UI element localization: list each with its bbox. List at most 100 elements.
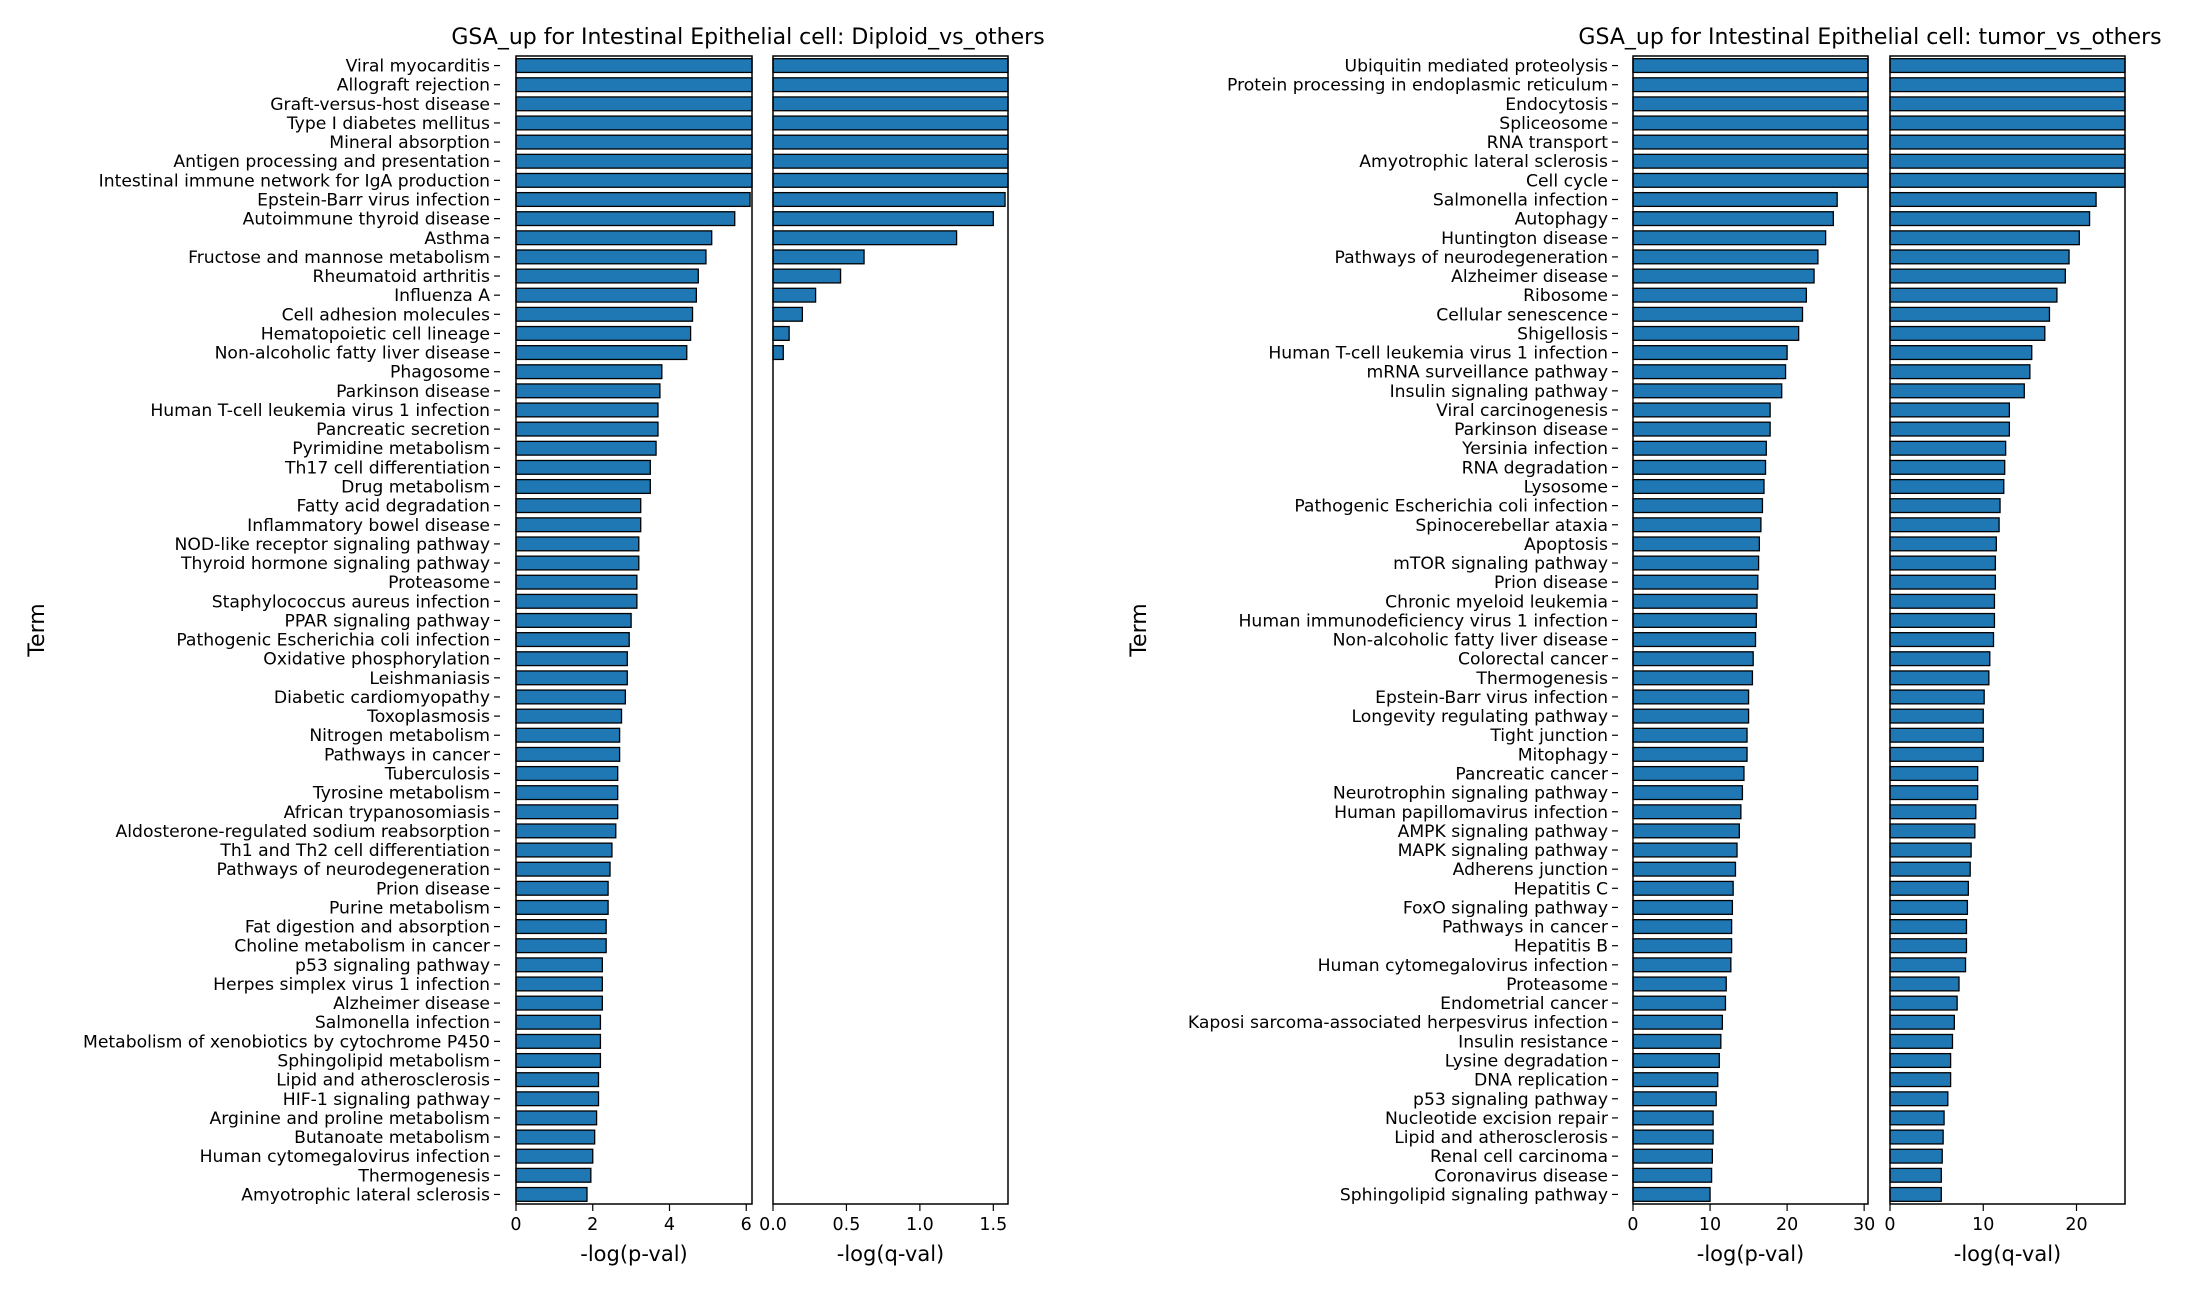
category-label: Mitophagy <box>1518 745 1608 765</box>
bar <box>515 689 627 705</box>
category-label: Human immunodeficiency virus 1 infection <box>1239 611 1609 631</box>
bar <box>772 249 865 265</box>
bar <box>772 153 1009 169</box>
category-label: Pathogenic Escherichia coli infection <box>1294 497 1608 517</box>
bar <box>1889 1129 1944 1145</box>
category-label: Nitrogen metabolism <box>309 726 490 746</box>
panel-qval: 0.0 0.5 1.0 1.5 -log(q-val) <box>759 55 1009 1266</box>
bar <box>515 383 661 399</box>
bar <box>1889 555 1997 571</box>
bar <box>772 345 784 361</box>
bar <box>515 459 651 475</box>
category-label: Lipid and atherosclerosis <box>276 1071 490 1091</box>
category-label: Prion disease <box>1494 573 1608 593</box>
category-label: Cell cycle <box>1526 171 1608 191</box>
bar <box>1889 899 1969 915</box>
bar <box>515 77 753 93</box>
x-axis-label: -log(q-val) <box>837 1242 944 1266</box>
bar <box>1889 919 1968 935</box>
x-tick-label: 30 <box>1853 1215 1875 1235</box>
bar <box>1889 1110 1945 1126</box>
category-label: Influenza A <box>394 286 490 306</box>
bar <box>1889 440 2007 456</box>
bar <box>515 1110 598 1126</box>
bar <box>1632 1186 1711 1202</box>
panel-qval: 0 10 20-log(q-val) <box>1884 55 2126 1266</box>
bar <box>515 478 651 495</box>
category-label: Viral myocarditis <box>346 57 490 77</box>
bar <box>1889 708 1984 724</box>
category-label: Aldosterone-regulated sodium reabsorptio… <box>116 822 491 842</box>
bar <box>1889 938 1968 954</box>
bar <box>1889 153 2126 169</box>
bar <box>1889 651 1991 667</box>
x-tick-label: 10 <box>1972 1215 1994 1235</box>
bar <box>772 325 790 341</box>
category-label: Endocytosis <box>1505 95 1608 115</box>
bar <box>1632 211 1834 227</box>
bar <box>1632 899 1734 915</box>
bar <box>1632 134 1869 150</box>
category-label: Sphingolipid metabolism <box>277 1052 490 1072</box>
bar <box>1632 727 1748 743</box>
category-label: Leishmaniasis <box>369 669 490 689</box>
category-label: DNA replication <box>1474 1071 1608 1091</box>
bar <box>515 517 642 533</box>
bar <box>515 574 638 590</box>
category-label: mRNA surveillance pathway <box>1367 363 1609 383</box>
category-label: Butanoate metabolism <box>294 1128 490 1148</box>
bar <box>1632 574 1759 590</box>
bar <box>1889 612 1996 628</box>
bar <box>1632 976 1727 992</box>
axes-frame <box>772 55 1009 1205</box>
bar <box>1889 268 2066 284</box>
x-tick-label: 0 <box>1627 1215 1638 1235</box>
panel-pval: 0 2 4 6 -log(p-val) <box>510 55 753 1266</box>
bar <box>515 440 657 456</box>
category-label: Coronavirus disease <box>1434 1166 1608 1186</box>
category-label: Kaposi sarcoma-associated herpesvirus in… <box>1188 1013 1608 1033</box>
bar <box>1889 1148 1943 1164</box>
bar <box>1632 77 1869 93</box>
bar <box>1889 842 1972 858</box>
bar <box>772 172 1009 188</box>
x-tick-label: 0.5 <box>833 1215 861 1235</box>
x-tick-label: 20 <box>2065 1215 2087 1235</box>
bar <box>515 612 632 628</box>
category-label: Non-alcoholic fatty liver disease <box>1333 631 1608 651</box>
category-label: Tuberculosis <box>384 765 490 785</box>
category-label: Human T-cell leukemia virus 1 infection <box>1268 344 1608 364</box>
category-label: mTOR signaling pathway <box>1393 554 1608 574</box>
bar <box>1632 440 1767 456</box>
category-label: Purine metabolism <box>329 898 490 918</box>
bar <box>1632 383 1783 399</box>
bar <box>1632 995 1727 1011</box>
bar <box>1632 938 1733 954</box>
category-label: Pathways in cancer <box>1442 918 1609 938</box>
bar <box>515 1167 592 1183</box>
category-label: Ubiquitin mediated proteolysis <box>1344 57 1608 77</box>
category-label: Nucleotide excision repair <box>1385 1109 1609 1129</box>
category-label: Insulin resistance <box>1458 1032 1608 1052</box>
bar <box>1632 708 1750 724</box>
category-label: Pathways of neurodegeneration <box>1335 248 1609 268</box>
bar <box>515 785 619 801</box>
bar <box>1632 746 1748 762</box>
category-label: Renal cell carcinoma <box>1430 1147 1608 1167</box>
bar <box>772 191 1006 208</box>
bar <box>1632 632 1757 648</box>
category-label: Choline metabolism in cancer <box>234 937 491 957</box>
category-label: Lysine degradation <box>1445 1052 1608 1072</box>
bar <box>772 287 817 303</box>
bar <box>772 115 1009 131</box>
bar <box>515 938 607 954</box>
category-label: Spliceosome <box>1499 114 1608 134</box>
category-label: Fructose and mannose metabolism <box>188 248 490 268</box>
category-label: Asthma <box>424 229 490 249</box>
category-label: Prion disease <box>376 879 490 899</box>
bar <box>515 976 603 992</box>
bar <box>1632 842 1738 858</box>
bar <box>1632 1110 1714 1126</box>
category-label: Tyrosine metabolism <box>312 784 490 804</box>
